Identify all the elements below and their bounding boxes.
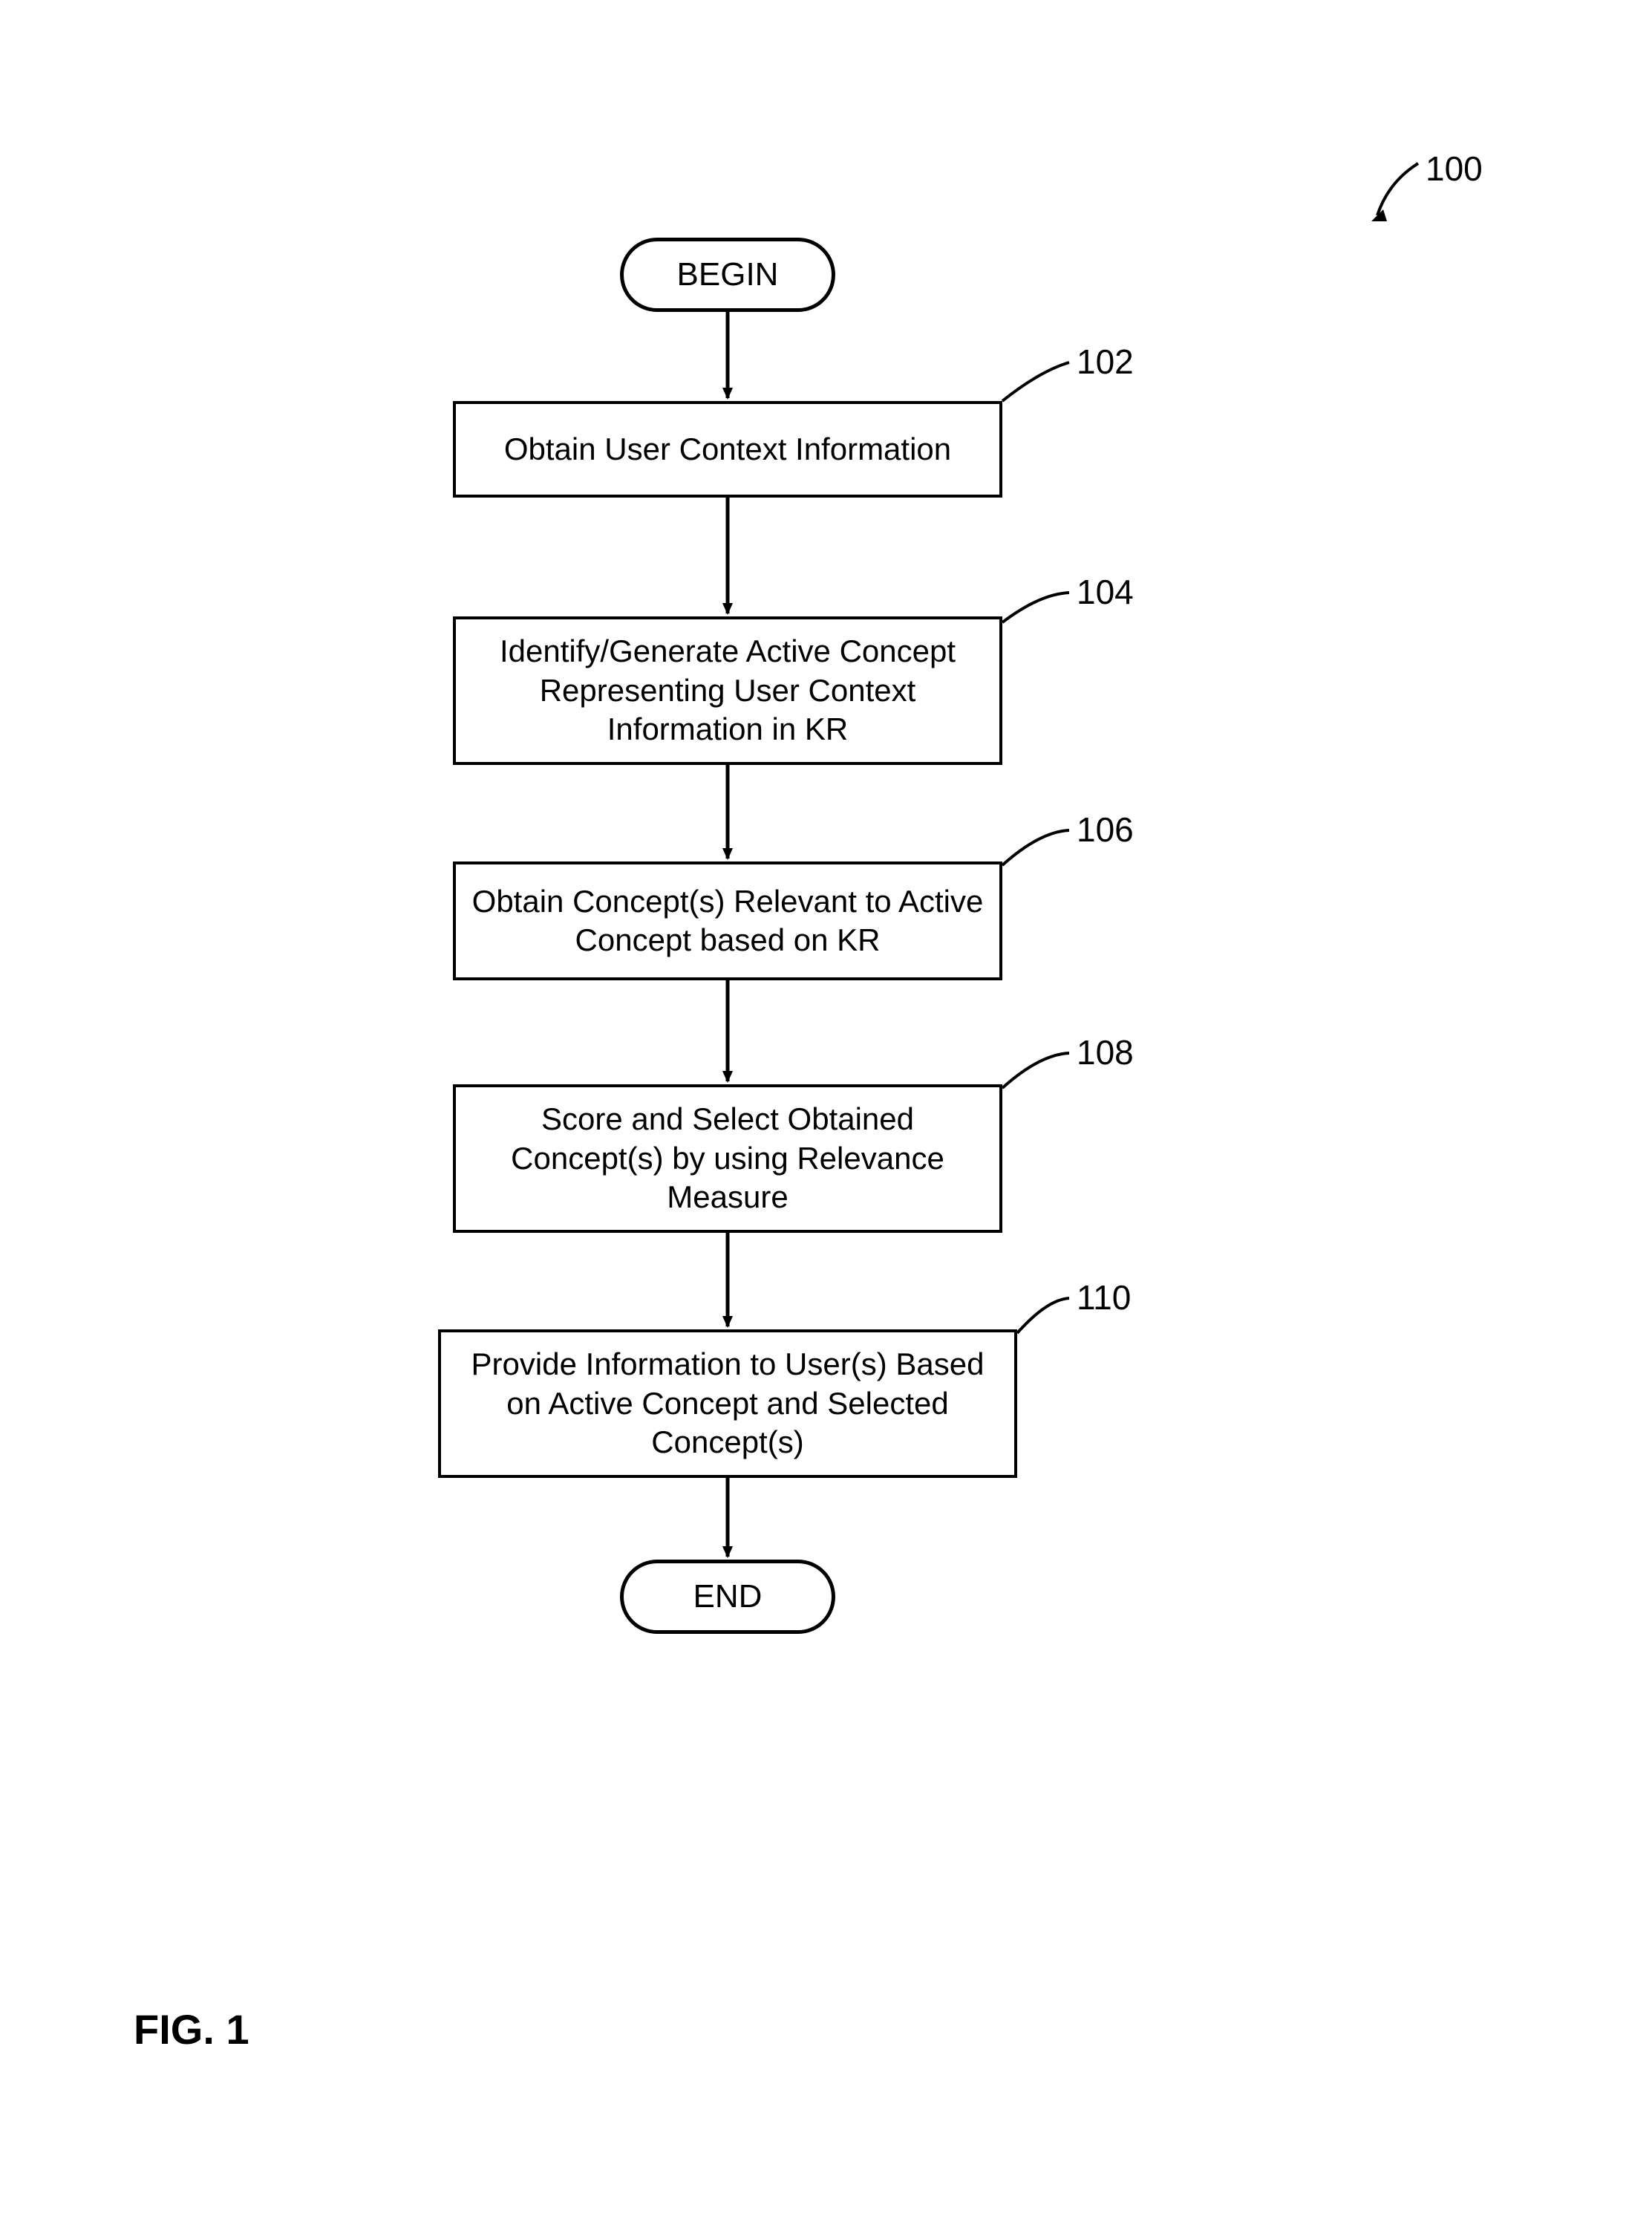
begin-label: BEGIN	[677, 256, 779, 293]
ref-102: 102	[1077, 342, 1134, 382]
ref-108: 108	[1077, 1032, 1134, 1072]
process-104: Identify/Generate Active Concept Represe…	[453, 616, 1002, 765]
end-terminator: END	[620, 1560, 835, 1634]
process-106-text: Obtain Concept(s) Relevant to Active Con…	[471, 882, 985, 960]
leader-110	[1017, 1298, 1069, 1333]
end-label: END	[693, 1578, 763, 1615]
ref-110: 110	[1077, 1277, 1131, 1317]
leader-106	[1002, 830, 1069, 865]
leader-108	[1002, 1053, 1069, 1088]
ref-100: 100	[1426, 149, 1483, 189]
process-102: Obtain User Context Information	[453, 401, 1002, 498]
process-108-text: Score and Select Obtained Concept(s) by …	[471, 1100, 985, 1217]
process-102-text: Obtain User Context Information	[504, 430, 951, 469]
leader-102	[1002, 362, 1069, 401]
leader-100-tip	[1371, 209, 1387, 221]
ref-104: 104	[1077, 572, 1134, 612]
process-110: Provide Information to User(s) Based on …	[438, 1329, 1017, 1478]
begin-terminator: BEGIN	[620, 238, 835, 312]
process-106: Obtain Concept(s) Relevant to Active Con…	[453, 861, 1002, 980]
figure-label: FIG. 1	[134, 2005, 249, 2053]
leader-104	[1002, 593, 1069, 622]
process-104-text: Identify/Generate Active Concept Represe…	[471, 632, 985, 749]
ref-106: 106	[1077, 810, 1134, 850]
process-110-text: Provide Information to User(s) Based on …	[456, 1345, 999, 1462]
leader-100	[1377, 163, 1418, 215]
figure-canvas: BEGIN Obtain User Context Information Id…	[0, 0, 1652, 2228]
process-108: Score and Select Obtained Concept(s) by …	[453, 1084, 1002, 1233]
